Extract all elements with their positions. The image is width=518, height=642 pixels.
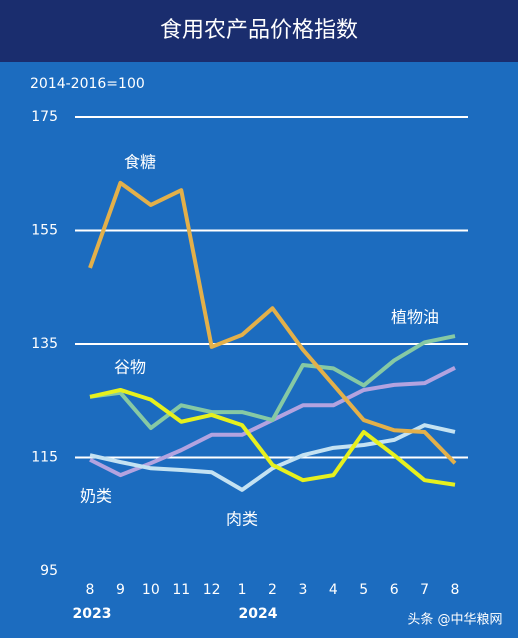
series-label: 食糖 bbox=[124, 153, 156, 172]
series-label: 植物油 bbox=[391, 308, 439, 327]
x-tick-label: 1 bbox=[238, 582, 247, 598]
series-line bbox=[89, 387, 456, 487]
series-line bbox=[89, 423, 456, 492]
x-tick-label: 4 bbox=[329, 582, 338, 598]
x-tick-label: 9 bbox=[116, 582, 125, 598]
x-tick-label: 8 bbox=[451, 582, 460, 598]
series-line bbox=[89, 334, 456, 430]
x-tick-label: 11 bbox=[172, 582, 190, 598]
y-tick-label: 115 bbox=[31, 450, 58, 466]
x-tick-label: 2 bbox=[268, 582, 277, 598]
series-line bbox=[88, 180, 457, 465]
x-tick-label: 6 bbox=[390, 582, 399, 598]
y-tick-label: 135 bbox=[31, 336, 58, 352]
x-tick-label: 5 bbox=[359, 582, 368, 598]
x-tick-label: 12 bbox=[203, 582, 221, 598]
x-tick-label: 10 bbox=[142, 582, 160, 598]
series-label: 奶类 bbox=[80, 487, 112, 506]
x-tick-label: 8 bbox=[86, 582, 95, 598]
series-label: 谷物 bbox=[114, 358, 146, 377]
year-label: 2024 bbox=[239, 606, 278, 622]
x-tick-label: 7 bbox=[420, 582, 429, 598]
x-tick-label: 3 bbox=[298, 582, 307, 598]
year-label: 2023 bbox=[73, 606, 112, 622]
y-tick-label: 175 bbox=[31, 109, 58, 125]
y-tick-label: 95 bbox=[40, 563, 58, 579]
y-tick-label: 155 bbox=[31, 223, 58, 239]
series-label: 肉类 bbox=[226, 510, 258, 529]
title-bar bbox=[0, 0, 518, 62]
watermark: 头条 @中华粮网 bbox=[407, 612, 502, 628]
chart-title: 食用农产品价格指数 bbox=[160, 18, 358, 43]
subtitle: 2014-2016=100 bbox=[30, 76, 145, 92]
